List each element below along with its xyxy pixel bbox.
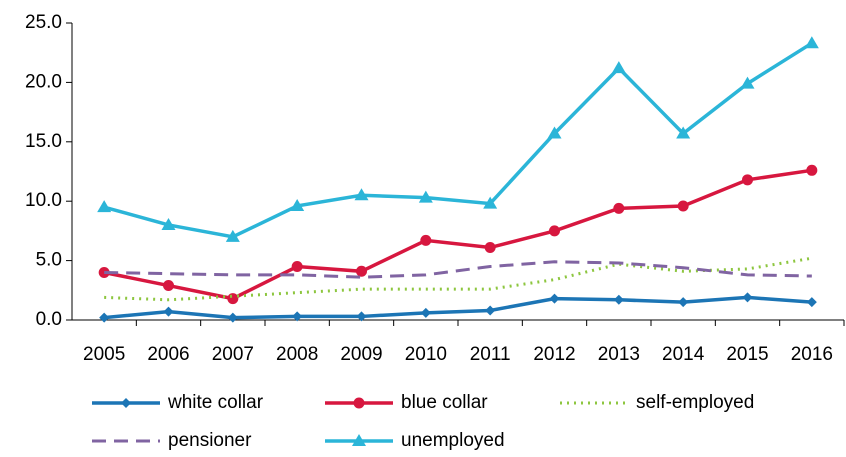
marker — [163, 306, 174, 317]
marker — [356, 265, 367, 277]
x-tick-label: 2005 — [83, 344, 125, 365]
x-tick-label: 2007 — [212, 344, 254, 365]
x-tick-label: 2010 — [405, 344, 447, 365]
legend-label: white collar — [167, 392, 264, 413]
marker — [161, 217, 176, 230]
marker — [420, 307, 431, 318]
marker — [163, 280, 174, 292]
series-line — [103, 41, 813, 239]
x-tick-label: 2008 — [276, 344, 318, 365]
y-tick-label: 10.0 — [25, 190, 62, 211]
marker — [292, 311, 303, 322]
marker — [806, 297, 817, 308]
marker — [547, 126, 562, 139]
marker — [804, 36, 819, 49]
marker — [353, 397, 365, 409]
marker — [352, 434, 366, 446]
series-line — [103, 168, 813, 301]
y-tick-label: 25.0 — [25, 12, 62, 33]
y-tick-label: 0.0 — [36, 309, 62, 330]
marker — [97, 200, 112, 213]
marker — [356, 311, 367, 322]
legend-label: pensioner — [168, 430, 252, 451]
marker — [806, 164, 818, 176]
marker — [742, 174, 753, 186]
marker — [483, 196, 498, 209]
x-tick-label: 2009 — [340, 344, 382, 365]
marker — [354, 188, 369, 201]
x-tick-label: 2015 — [726, 344, 768, 365]
x-tick-label: 2012 — [533, 344, 575, 365]
marker — [484, 242, 496, 254]
marker — [549, 293, 560, 304]
marker — [121, 398, 131, 408]
marker — [742, 292, 753, 303]
marker — [291, 261, 303, 273]
x-tick-label: 2011 — [470, 344, 511, 365]
marker — [418, 190, 433, 203]
series-line — [104, 295, 812, 320]
x-tick-label: 2014 — [662, 344, 705, 365]
marker — [420, 234, 432, 246]
legend-label: self-employed — [636, 392, 754, 413]
marker — [677, 200, 689, 212]
marker — [227, 293, 239, 305]
marker — [99, 312, 110, 323]
x-tick-label: 2013 — [598, 344, 640, 365]
marker — [225, 229, 240, 242]
marker — [549, 225, 560, 237]
marker — [740, 76, 755, 89]
legend-label: unemployed — [401, 430, 505, 451]
marker — [613, 294, 624, 305]
legend-label: blue collar — [401, 392, 488, 413]
marker — [678, 297, 689, 308]
marker — [290, 198, 305, 211]
y-tick-label: 20.0 — [25, 71, 62, 92]
x-tick-label: 2006 — [147, 344, 189, 365]
marker — [485, 305, 496, 316]
marker — [611, 61, 626, 74]
marker — [676, 126, 691, 139]
marker — [227, 312, 238, 323]
series-line — [104, 260, 812, 279]
x-tick-label: 2016 — [791, 344, 833, 365]
y-tick-label: 5.0 — [36, 250, 62, 271]
marker — [613, 202, 625, 214]
y-tick-label: 15.0 — [25, 131, 62, 152]
